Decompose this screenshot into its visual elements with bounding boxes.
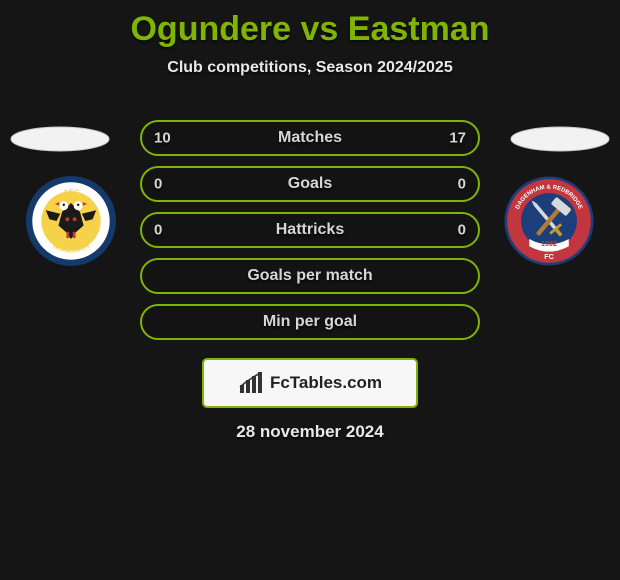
- stat-right-value: 17: [449, 130, 466, 147]
- stat-row-min-per-goal: Min per goal: [140, 304, 480, 340]
- stat-right-value: 0: [458, 176, 466, 193]
- stat-row-goals: 0 Goals 0: [140, 166, 480, 202]
- right-flag-pill: [510, 126, 610, 152]
- left-flag-pill: [10, 126, 110, 152]
- stat-label: Goals per match: [247, 267, 372, 285]
- left-team-crest: AFC WIMBLEDON: [26, 176, 116, 266]
- page-title: Ogundere vs Eastman: [0, 0, 620, 49]
- stat-right-value: 0: [458, 222, 466, 239]
- stat-row-matches: 10 Matches 17: [140, 120, 480, 156]
- subtitle: Club competitions, Season 2024/2025: [0, 59, 620, 77]
- stat-left-value: 10: [154, 130, 171, 147]
- stat-row-hattricks: 0 Hattricks 0: [140, 212, 480, 248]
- stat-label: Min per goal: [263, 313, 357, 331]
- bar-chart-icon: [238, 371, 264, 395]
- stat-label: Hattricks: [276, 221, 344, 239]
- svg-text:AFC: AFC: [62, 187, 79, 197]
- stat-label: Goals: [288, 175, 332, 193]
- stat-left-value: 0: [154, 222, 162, 239]
- date-label: 28 november 2024: [0, 422, 620, 442]
- stat-label: Matches: [278, 129, 342, 147]
- svg-text:1992: 1992: [541, 239, 557, 248]
- svg-text:FC: FC: [544, 252, 554, 261]
- stat-left-value: 0: [154, 176, 162, 193]
- brand-box[interactable]: FcTables.com: [202, 358, 418, 408]
- stats-block: 10 Matches 17 0 Goals 0 0 Hattricks 0 Go…: [140, 120, 480, 350]
- stat-row-goals-per-match: Goals per match: [140, 258, 480, 294]
- right-team-crest: DAGENHAM & REDBRIDGE FC 1992: [504, 176, 594, 266]
- brand-text: FcTables.com: [270, 373, 382, 393]
